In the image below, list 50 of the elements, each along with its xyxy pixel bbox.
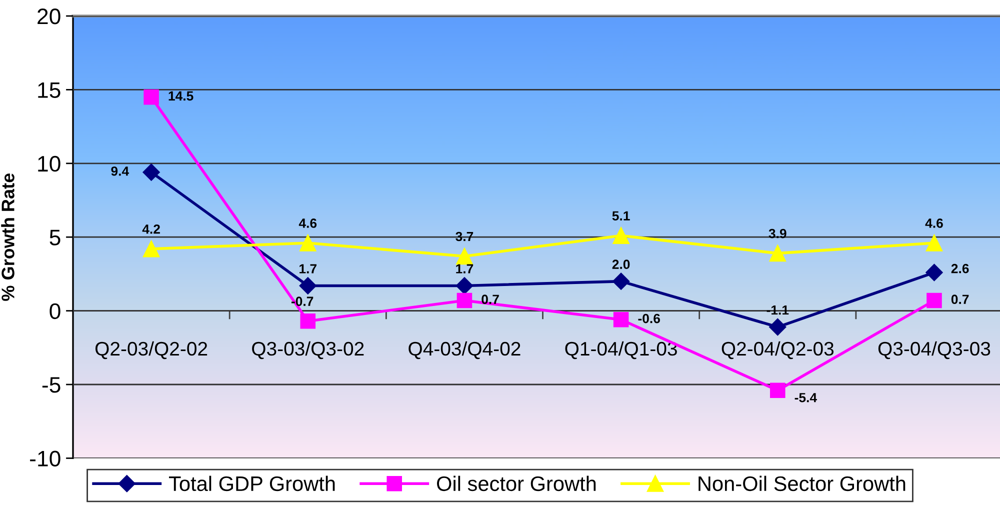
legend-label: Oil sector Growth: [437, 476, 596, 492]
data-label: -5.4: [794, 393, 817, 402]
point: [299, 277, 316, 294]
data-label: 1.7: [456, 264, 474, 274]
point: [926, 264, 943, 282]
y-tick-label: -5: [42, 377, 60, 393]
data-label: 1.7: [300, 264, 316, 274]
y-tick-label: 20: [38, 8, 60, 24]
point: [612, 227, 630, 244]
data-label: 14.5: [168, 91, 194, 101]
point: [142, 240, 160, 258]
x-tick-label: Q2-03/Q2-02: [95, 341, 208, 360]
data-label: 4.6: [925, 218, 943, 228]
x-tick-label: Q1-04/Q1-03: [565, 341, 677, 360]
y-axis-title: % Growth Rate: [1, 174, 14, 301]
point: [769, 244, 786, 262]
data-label: 2.0: [612, 260, 630, 269]
y-tick-label: 10: [38, 156, 60, 172]
data-label: -0.6: [638, 314, 660, 324]
point: [612, 272, 630, 290]
point: [926, 292, 942, 308]
point: [613, 312, 629, 328]
y-tick-label: 0: [50, 303, 60, 320]
data-label: 0.7: [482, 294, 499, 304]
data-label: 3.9: [768, 228, 786, 238]
point: [300, 234, 316, 252]
point: [142, 164, 160, 181]
point: [456, 277, 474, 294]
point: [144, 89, 159, 105]
data-label: 4.2: [142, 224, 160, 234]
point: [770, 382, 786, 398]
y-tick-label: -10: [30, 450, 60, 466]
x-tick-label: Q4-03/Q4-02: [408, 341, 520, 360]
legend-label: Non-Oil Sector Growth: [698, 476, 906, 492]
data-label: 9.4: [111, 166, 130, 176]
x-tick-label: Q3-04/Q3-03: [878, 341, 990, 360]
point: [456, 248, 473, 265]
point: [926, 234, 943, 252]
legend-label: Total GDP Growth: [168, 476, 335, 492]
x-tick-label: Q2-04/Q2-03: [722, 341, 834, 360]
data-label: 0.7: [951, 294, 969, 304]
data-label: 2.6: [951, 264, 969, 274]
y-tick-label: 15: [38, 82, 60, 98]
data-label: 4.6: [298, 218, 317, 228]
point: [456, 292, 472, 308]
y-tick-label: 5: [50, 230, 60, 246]
x-tick-label: Q3-03/Q3-02: [252, 341, 364, 360]
point: [769, 318, 786, 336]
data-label: 5.1: [612, 211, 630, 221]
point: [300, 313, 316, 329]
